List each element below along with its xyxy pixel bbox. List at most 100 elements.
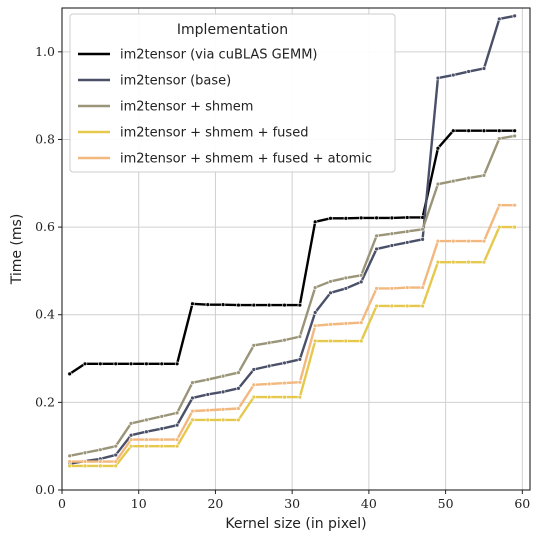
series-line	[68, 225, 516, 468]
data-point	[113, 459, 118, 464]
series-line	[68, 203, 516, 463]
data-point	[405, 229, 410, 234]
x-tick-label: 30	[284, 496, 300, 511]
data-point	[113, 463, 118, 469]
data-point	[98, 447, 103, 452]
data-point	[389, 215, 395, 221]
data-point	[113, 361, 118, 367]
legend-item: im2tensor + shmem + fused + atomic	[78, 152, 372, 167]
legend-title: Implementation	[177, 22, 288, 38]
data-point	[343, 275, 349, 281]
data-point	[466, 128, 471, 133]
data-point	[67, 371, 72, 377]
legend-item: im2tensor (base)	[78, 74, 231, 89]
data-point	[359, 279, 364, 285]
x-axis-label: Kernel size (in pixel)	[225, 516, 366, 532]
data-point	[343, 286, 349, 291]
data-point	[312, 310, 318, 315]
data-point	[389, 243, 395, 248]
data-point	[98, 459, 103, 464]
data-point	[82, 459, 88, 464]
x-tick-label: 10	[131, 496, 147, 511]
data-point	[128, 421, 134, 426]
data-point	[389, 231, 395, 236]
data-point	[144, 443, 149, 449]
data-point	[451, 178, 456, 184]
data-point	[159, 414, 164, 419]
data-point	[144, 437, 149, 442]
data-point	[481, 238, 487, 244]
data-point	[98, 463, 103, 469]
data-point	[251, 343, 257, 348]
data-point	[312, 323, 318, 328]
data-point	[282, 394, 287, 400]
data-point	[466, 259, 471, 265]
data-point	[282, 360, 287, 366]
x-tick-label: 0	[58, 496, 66, 511]
data-point	[405, 215, 410, 220]
data-point	[359, 273, 364, 278]
data-point	[420, 303, 425, 309]
data-point	[236, 302, 241, 308]
data-point	[113, 443, 118, 449]
data-point	[67, 453, 72, 459]
axis-ticks: 0 10 20 30 40 50 60 0.0 0.2 0.4 0.6 0.8 1.0	[35, 44, 530, 511]
x-tick-label: 20	[207, 496, 223, 511]
x-tick-label: 40	[361, 496, 377, 511]
data-point	[251, 367, 257, 372]
data-point	[113, 452, 118, 458]
data-point	[435, 181, 441, 187]
data-point	[220, 302, 226, 307]
data-point	[266, 394, 272, 400]
data-point	[481, 128, 487, 133]
series-line	[68, 129, 516, 376]
data-point	[328, 216, 333, 221]
data-point	[328, 322, 333, 327]
data-point	[389, 303, 395, 309]
data-point	[297, 394, 303, 400]
data-point	[312, 219, 318, 225]
data-point	[266, 340, 272, 345]
data-point	[266, 381, 272, 387]
legend-item: im2tensor (via cuBLAS GEMM)	[78, 48, 317, 63]
data-point	[174, 443, 180, 449]
y-tick-label: 0.0	[35, 482, 55, 497]
y-tick-label: 0.6	[35, 219, 55, 234]
legend-items: im2tensor (via cuBLAS GEMM) im2tensor (ba…	[78, 48, 372, 167]
data-point	[343, 338, 349, 344]
data-point	[82, 463, 88, 469]
data-point	[497, 128, 502, 133]
legend-label: im2tensor + shmem + fused	[120, 126, 308, 141]
data-point	[451, 72, 456, 78]
data-point	[190, 301, 195, 306]
data-point	[512, 133, 517, 139]
data-point	[328, 279, 333, 284]
data-point	[128, 361, 134, 367]
data-point	[359, 215, 364, 221]
y-axis-label: Time (ms)	[9, 214, 25, 286]
data-point	[497, 202, 502, 208]
legend-label: im2tensor (via cuBLAS GEMM)	[120, 48, 317, 63]
data-point	[374, 286, 379, 291]
y-tick-label: 1.0	[35, 44, 55, 59]
data-point	[312, 338, 318, 344]
data-point	[359, 338, 364, 344]
data-point	[435, 259, 441, 265]
data-point	[266, 302, 272, 308]
legend-label: im2tensor + shmem + fused + atomic	[120, 152, 372, 167]
data-point	[159, 361, 164, 367]
data-point	[220, 417, 226, 423]
data-point	[466, 175, 471, 181]
series-line	[68, 134, 516, 458]
data-point	[374, 233, 379, 239]
data-point	[190, 395, 195, 401]
data-point	[420, 285, 425, 290]
data-point	[405, 285, 410, 290]
data-point	[159, 443, 164, 449]
data-point	[435, 146, 441, 151]
data-point	[67, 459, 72, 464]
data-point	[251, 302, 257, 308]
data-point	[481, 259, 487, 265]
data-point	[297, 357, 303, 362]
